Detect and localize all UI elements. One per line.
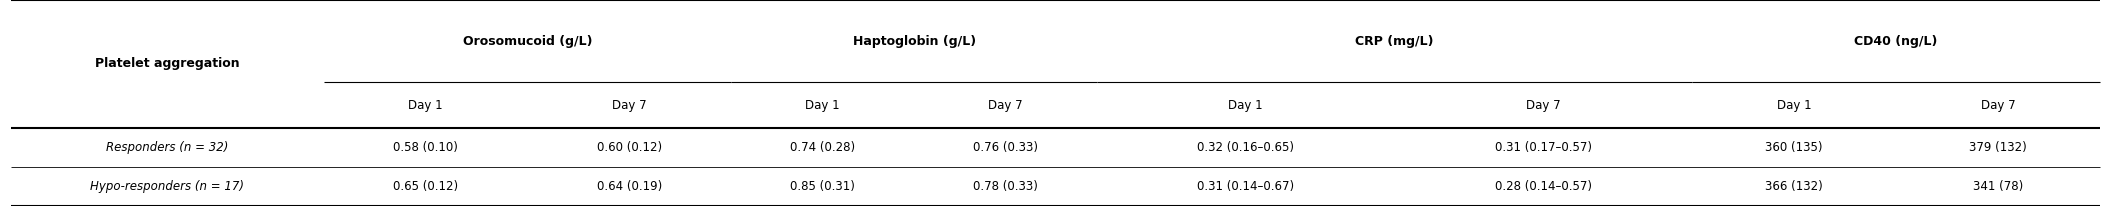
Text: Day 1: Day 1 <box>1229 98 1262 112</box>
Text: 0.64 (0.19): 0.64 (0.19) <box>598 180 663 193</box>
Text: Hypo-responders (n = 17): Hypo-responders (n = 17) <box>90 180 244 193</box>
Text: 0.76 (0.33): 0.76 (0.33) <box>972 141 1037 154</box>
Text: 0.28 (0.14–0.57): 0.28 (0.14–0.57) <box>1496 180 1593 193</box>
Text: Day 7: Day 7 <box>1525 98 1561 112</box>
Text: 0.31 (0.17–0.57): 0.31 (0.17–0.57) <box>1496 141 1593 154</box>
Text: Platelet aggregation: Platelet aggregation <box>95 57 240 70</box>
Text: Day 1: Day 1 <box>1778 98 1812 112</box>
Text: Haptoglobin (g/L): Haptoglobin (g/L) <box>852 35 976 48</box>
Text: 0.31 (0.14–0.67): 0.31 (0.14–0.67) <box>1197 180 1294 193</box>
Text: 0.58 (0.10): 0.58 (0.10) <box>393 141 459 154</box>
Text: 0.74 (0.28): 0.74 (0.28) <box>791 141 856 154</box>
Text: Responders (n = 32): Responders (n = 32) <box>105 141 229 154</box>
Text: Orosomucoid (g/L): Orosomucoid (g/L) <box>463 35 593 48</box>
Text: 0.60 (0.12): 0.60 (0.12) <box>598 141 663 154</box>
Text: Day 7: Day 7 <box>612 98 646 112</box>
Text: 366 (132): 366 (132) <box>1765 180 1822 193</box>
Text: 379 (132): 379 (132) <box>1969 141 2026 154</box>
Text: CD40 (ng/L): CD40 (ng/L) <box>1854 35 1938 48</box>
Text: 341 (78): 341 (78) <box>1974 180 2024 193</box>
Text: Day 7: Day 7 <box>1980 98 2016 112</box>
Text: CRP (mg/L): CRP (mg/L) <box>1355 35 1435 48</box>
Text: 0.32 (0.16–0.65): 0.32 (0.16–0.65) <box>1197 141 1294 154</box>
Text: Day 1: Day 1 <box>408 98 444 112</box>
Text: 0.78 (0.33): 0.78 (0.33) <box>972 180 1037 193</box>
Text: Day 1: Day 1 <box>806 98 839 112</box>
Text: 360 (135): 360 (135) <box>1765 141 1822 154</box>
Text: Day 7: Day 7 <box>989 98 1023 112</box>
Text: 0.85 (0.31): 0.85 (0.31) <box>791 180 854 193</box>
Text: 0.65 (0.12): 0.65 (0.12) <box>393 180 459 193</box>
